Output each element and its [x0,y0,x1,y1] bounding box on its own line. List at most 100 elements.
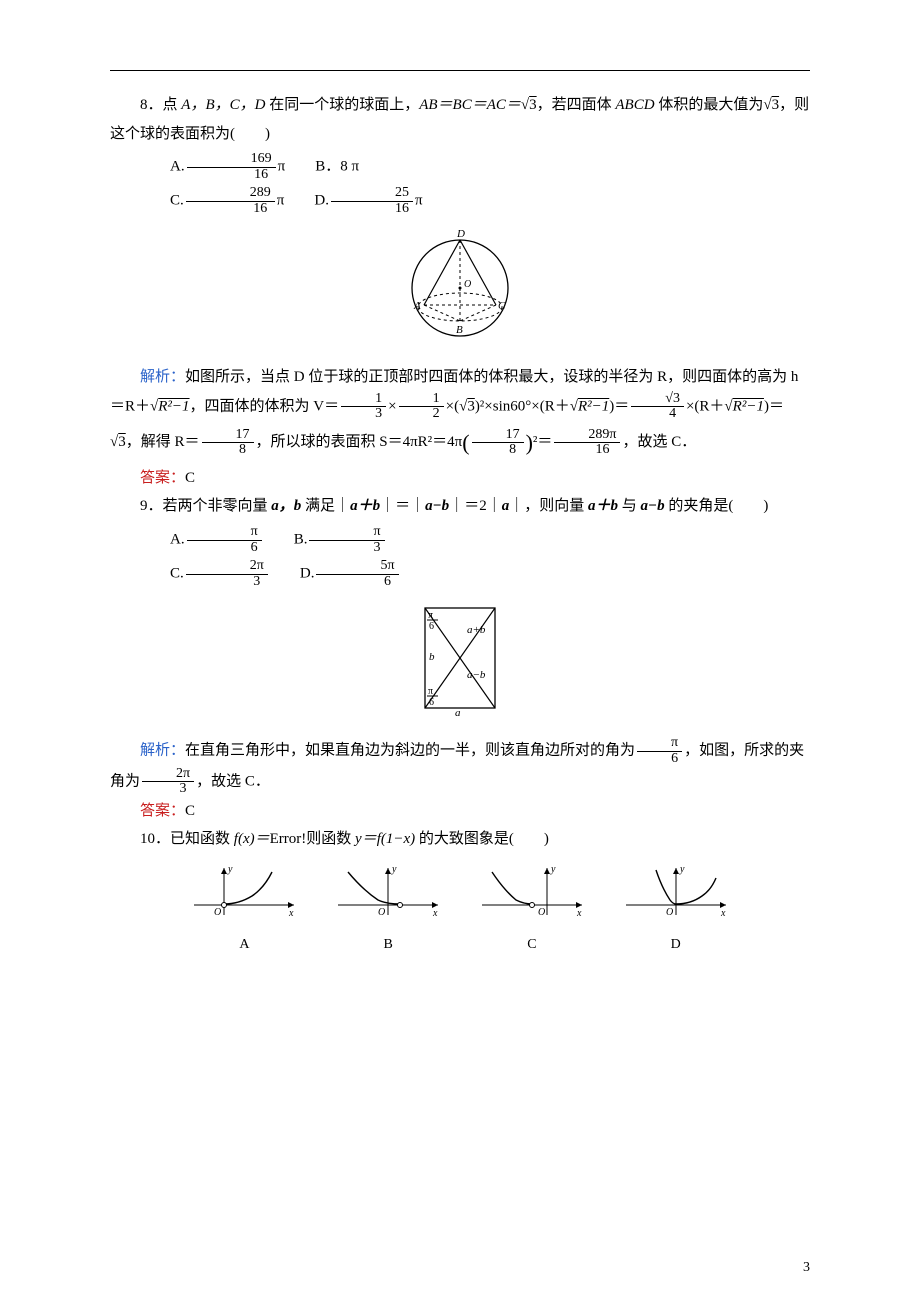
q8B-l: B． [315,159,340,175]
lb62: 6 [429,697,434,708]
graphB: x y O [328,860,448,920]
q9t7: 的夹角是( ) [665,498,769,514]
svg-text:O: O [378,907,385,918]
q9B-l: B. [294,532,308,548]
q8s3: ×( [446,398,459,414]
svg-text:y: y [391,864,397,875]
q10-stem: 10．已知函数 f(x)＝Error!则函数 y＝f(1−x) 的大致图象是( … [110,825,810,854]
q9-num: 9． [140,498,163,514]
svg-text:x: x [720,908,726,919]
q10fx: f(x)＝ [234,831,270,847]
q8-row1: A.16916π B．8 π [110,152,810,182]
q8A-f: 16916 [187,152,276,182]
q8B-t: 8 π [340,159,359,175]
q9t5: ｜，则向量 [509,498,588,514]
q9t3: ｜＝｜ [380,498,425,514]
lblD: D [456,228,465,240]
q10t3: 的大致图象是( ) [415,831,549,847]
q8f2: 12 [399,392,444,422]
svg-text:y: y [679,864,685,875]
lbamb: a−b [467,669,486,681]
top-rule [110,70,810,71]
q8D-f: 2516 [331,186,413,216]
q8A-s: π [278,159,286,175]
graphD: x y O [616,860,736,920]
q8-ans: 答案：C [110,464,810,493]
q9D-l: D. [300,566,315,582]
q9-stem: 9．若两个非零向量 a，b 满足｜a＋b｜＝｜a−b｜＝2｜a｜，则向量 a＋b… [110,492,810,521]
q9A-l: A. [170,532,185,548]
q8f3: √34 [631,392,684,422]
lbb: b [429,651,435,663]
q10-colC: x y O C [462,860,602,959]
q8vs: 3 [118,434,126,450]
q9-ans-v: C [185,803,195,819]
q8C-l: C. [170,193,184,209]
svg-text:O: O [214,907,221,918]
q10err: Error! [270,831,307,847]
svg-text:x: x [288,908,294,919]
q9t1: 若两个非零向量 [163,498,272,514]
q8-t4: 体积的最大值为 [655,97,764,113]
lbpi1: π [428,610,433,621]
q9-figure: a+b a−b a b π 6 π 6 [110,598,810,729]
q8-eq1: AB＝BC＝AC＝ [419,97,521,113]
q8-t3: ，若四面体 [537,97,616,113]
q9t4: ｜＝2｜ [449,498,502,514]
q8sq3: 3 [467,398,475,414]
q9C-f: 2π3 [186,559,268,589]
q9t6: 与 [618,498,641,514]
lblC: C [498,300,506,312]
q8D-s: π [415,193,423,209]
svg-text:O: O [666,907,673,918]
q9sf1: π6 [637,736,682,766]
q9-row2: C.2π3 D.5π6 [110,559,810,589]
q8m1: × [388,398,396,414]
q10t1: 已知函数 [170,831,234,847]
lba: a [455,707,461,718]
page: 8．点 A，B，C，D 在同一个球的球面上，AB＝BC＝AC＝√3，若四面体 A… [0,0,920,1302]
q8-pts: A，B，C，D [181,97,265,113]
graphA: x y O [184,860,304,920]
q8-sol: 解析：如图所示，当点 D 位于球的正顶部时四面体的体积最大，设球的半径为 R，则… [110,363,810,464]
labB: B [318,932,458,959]
q9C-l: C. [170,566,184,582]
lblO: O [464,279,471,290]
q8s8: ，解得 R＝ [126,434,200,450]
q9-sol: 解析：在直角三角形中，如果直角边为斜边的一半，则该直角边所对的角为π6，如图，所… [110,736,810,797]
q8-num: 8． [140,97,163,113]
q9D-f: 5π6 [316,559,398,589]
q8-figure: D A C B O [110,225,810,356]
q9A-f: π6 [187,525,262,555]
q9-row1: A.π6 B.π3 [110,525,810,555]
q10-colD: x y O D [606,860,746,959]
q8-stem: 8．点 A，B，C，D 在同一个球的球面上，AB＝BC＝AC＝√3，若四面体 A… [110,91,810,148]
q8fR2: 178 [472,428,524,458]
lb61: 6 [429,621,434,632]
q9-ans: 答案：C [110,797,810,826]
svg-text:x: x [576,908,582,919]
q8s7: )＝ [764,398,784,414]
labC: C [462,932,602,959]
svg-text:y: y [550,864,556,875]
q9t2: 满足｜ [301,498,350,514]
rect-diag-svg: a+b a−b a b π 6 π 6 [405,598,515,718]
q9ab: a，b [271,498,301,514]
labD: D [606,932,746,959]
q8C-f: 28916 [186,186,275,216]
q9-ans-p: 答案： [140,803,185,819]
q8-abcd: ABCD [615,97,654,113]
q9amb2: a−b [641,498,665,514]
sphere-tetra-svg: D A C B O [390,225,530,345]
q8s6: ×(R＋ [686,398,724,414]
q8-ans-p: 答案： [140,470,185,486]
q8-t1: 点 [163,97,182,113]
q9s3: ，故选 C． [196,773,270,789]
q10t2: 则函数 [306,831,355,847]
svg-text:O: O [538,907,545,918]
q8s9: ，所以球的表面积 S＝4πR²＝4π [256,434,463,450]
graphC: x y O [472,860,592,920]
lblA: A [413,300,421,312]
q8s5: )＝ [609,398,629,414]
q8s10: ²＝ [533,434,553,450]
